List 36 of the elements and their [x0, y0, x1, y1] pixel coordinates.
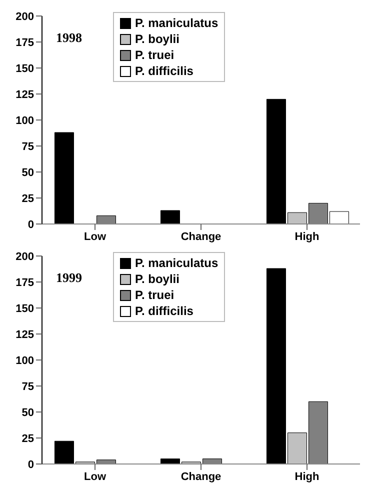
bar	[160, 210, 180, 224]
annotation: 1999	[56, 270, 82, 286]
x-tick-label: High	[294, 230, 320, 243]
legend-label: P. maniculatus	[135, 16, 218, 30]
legend-label: P. boylii	[135, 32, 180, 46]
x-tick-label: Change	[180, 230, 222, 243]
y-tick-label: 125	[16, 88, 34, 101]
y-tick-label: 50	[22, 166, 34, 179]
y-tick-label: 175	[16, 36, 34, 49]
legend-label: P. maniculatus	[135, 256, 218, 270]
annotation: 1998	[56, 30, 82, 46]
y-tick-label: 200	[16, 250, 34, 263]
y-tick-label: 100	[16, 114, 34, 127]
x-tick-label: High	[294, 470, 320, 483]
y-tick-label: 175	[16, 276, 34, 289]
y-tick-label: 100	[16, 354, 34, 367]
y-tick-label: 75	[22, 140, 34, 153]
y-tick-label: 0	[28, 458, 34, 471]
y-tick-label: 25	[22, 432, 34, 445]
y-tick-label: 75	[22, 380, 34, 393]
x-tick-label: Low	[84, 470, 106, 483]
y-tick-label: 0	[28, 218, 34, 231]
legend-label: P. truei	[135, 288, 174, 302]
y-tick-label: 25	[22, 192, 34, 205]
y-tick-label: 50	[22, 406, 34, 419]
y-tick-label: 150	[16, 62, 34, 75]
y-tick-label: 150	[16, 302, 34, 315]
x-tick-label: Change	[180, 470, 222, 483]
bar	[54, 132, 74, 224]
legend-label: P. truei	[135, 48, 174, 62]
legend-label: P. difficilis	[135, 64, 194, 78]
y-tick-label: 125	[16, 328, 34, 341]
legend-label: P. boylii	[135, 272, 180, 286]
x-tick-label: Low	[84, 230, 106, 243]
y-tick-label: 200	[16, 10, 34, 23]
legend-label: P. difficilis	[135, 304, 194, 318]
